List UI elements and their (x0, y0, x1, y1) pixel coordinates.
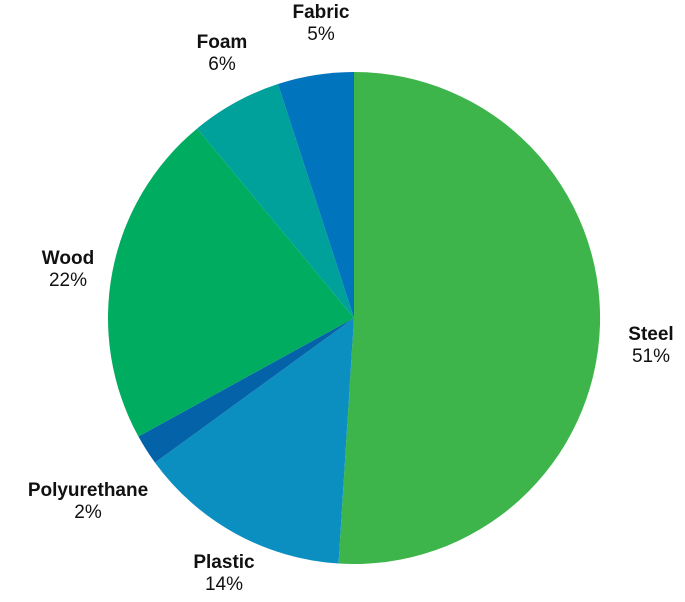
slice-label-fabric: Fabric (292, 2, 349, 23)
slice-value-fabric: 5% (307, 24, 335, 45)
slice-value-foam: 6% (208, 54, 236, 75)
slice-value-polyurethane: 2% (74, 502, 102, 523)
pie-slices (107, 71, 601, 564)
slice-label-polyurethane: Polyurethane (28, 480, 148, 501)
pie-slice-steel (338, 71, 601, 564)
pie-slice-polyurethane (138, 318, 354, 463)
pie-slice-fabric (277, 72, 354, 318)
slice-label-foam: Foam (197, 32, 248, 53)
slice-value-wood: 22% (49, 270, 87, 291)
pie-slice-foam (197, 84, 354, 318)
slice-label-plastic: Plastic (193, 552, 255, 573)
slice-label-wood: Wood (42, 248, 94, 269)
slice-label-steel: Steel (628, 324, 673, 345)
pie-slice-wood (107, 128, 354, 437)
slice-value-plastic: 14% (205, 574, 243, 595)
slice-value-steel: 51% (632, 346, 670, 367)
pie-slice-plastic (154, 318, 354, 564)
